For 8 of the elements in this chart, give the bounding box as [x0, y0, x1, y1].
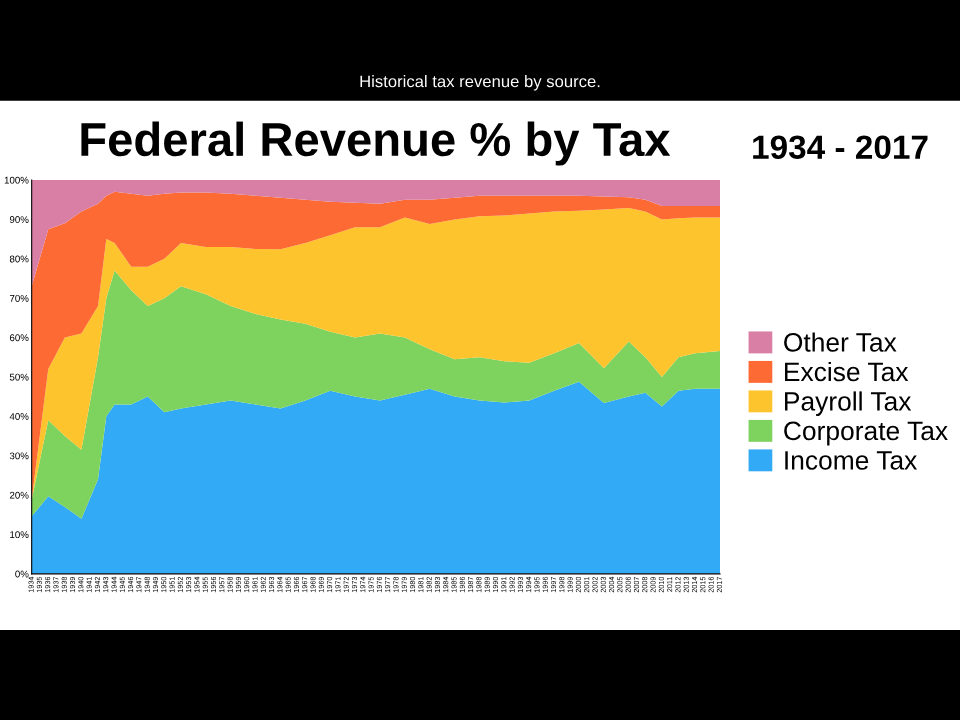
legend-label: Other Tax — [784, 332, 897, 352]
legend-label: Payroll Tax — [785, 391, 912, 416]
legend-label: Excise Tax — [785, 361, 909, 382]
legend-label: Corporate Tax — [784, 421, 948, 446]
text: 1934 - 2017 — [753, 135, 928, 160]
chart-title: Federal Revenue % by Tax — [81, 121, 671, 166]
text: Historical tax revenue by source. — [360, 75, 600, 91]
legend-label: Income Tax — [785, 451, 918, 470]
